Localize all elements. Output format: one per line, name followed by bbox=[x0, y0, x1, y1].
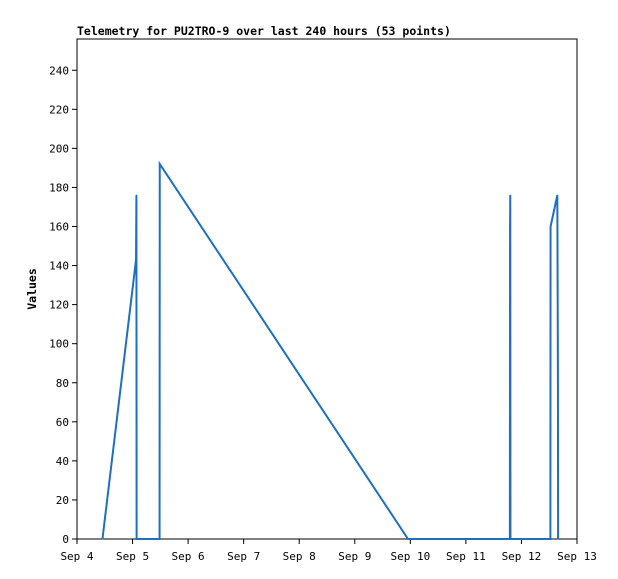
x-tick-label: Sep 10 bbox=[390, 550, 430, 563]
data-series bbox=[101, 160, 560, 540]
data-point bbox=[557, 366, 559, 368]
data-point bbox=[509, 194, 511, 196]
x-tick-label: Sep 6 bbox=[172, 550, 205, 563]
y-tick-label: 40 bbox=[56, 455, 69, 468]
x-tick-label: Sep 7 bbox=[227, 550, 260, 563]
y-tick-label: 180 bbox=[49, 181, 69, 194]
x-tick-label: Sep 5 bbox=[116, 550, 149, 563]
y-axis: 0 20 40 60 80 100 120 140 160 180 200 220 240 bbox=[49, 64, 77, 546]
x-axis: Sep 4 Sep 5 Sep 6 Sep 7 Sep 8 Sep 9 Sep 10 Sep … bbox=[60, 539, 597, 563]
series-line bbox=[101, 160, 560, 540]
x-tick-label: Sep 11 bbox=[446, 550, 486, 563]
y-tick-label: 200 bbox=[49, 142, 69, 155]
y-tick-label: 240 bbox=[49, 64, 69, 77]
y-tick-label: 120 bbox=[49, 299, 69, 312]
y-tick-label: 0 bbox=[62, 533, 69, 546]
y-tick-label: 220 bbox=[49, 103, 69, 116]
data-point bbox=[509, 538, 512, 540]
data-point bbox=[407, 538, 409, 540]
data-point bbox=[159, 163, 161, 165]
chart-title: Telemetry for PU2TRO-9 over last 240 hou… bbox=[77, 24, 451, 38]
y-tick-label: 60 bbox=[56, 416, 69, 429]
data-point bbox=[549, 538, 551, 540]
x-tick-label: Sep 4 bbox=[60, 550, 93, 563]
x-tick-label: Sep 9 bbox=[338, 550, 371, 563]
x-tick-label: Sep 8 bbox=[283, 550, 316, 563]
data-point bbox=[158, 538, 161, 540]
x-tick-label: Sep 12 bbox=[502, 550, 542, 563]
plot-frame bbox=[76, 38, 578, 540]
y-tick-label: 20 bbox=[56, 494, 69, 507]
data-point bbox=[549, 225, 552, 228]
y-tick-label: 160 bbox=[49, 221, 69, 234]
y-tick-label: 100 bbox=[49, 338, 69, 351]
y-axis-label: Values bbox=[25, 268, 39, 310]
x-tick-label: Sep 13 bbox=[557, 550, 597, 563]
data-point bbox=[509, 225, 511, 228]
y-tick-label: 80 bbox=[56, 377, 69, 390]
data-point bbox=[136, 538, 138, 540]
data-point bbox=[556, 194, 558, 196]
data-point bbox=[135, 259, 137, 261]
y-tick-label: 140 bbox=[49, 260, 69, 273]
data-point bbox=[135, 194, 138, 196]
data-point bbox=[557, 538, 559, 540]
data-point bbox=[101, 538, 104, 540]
